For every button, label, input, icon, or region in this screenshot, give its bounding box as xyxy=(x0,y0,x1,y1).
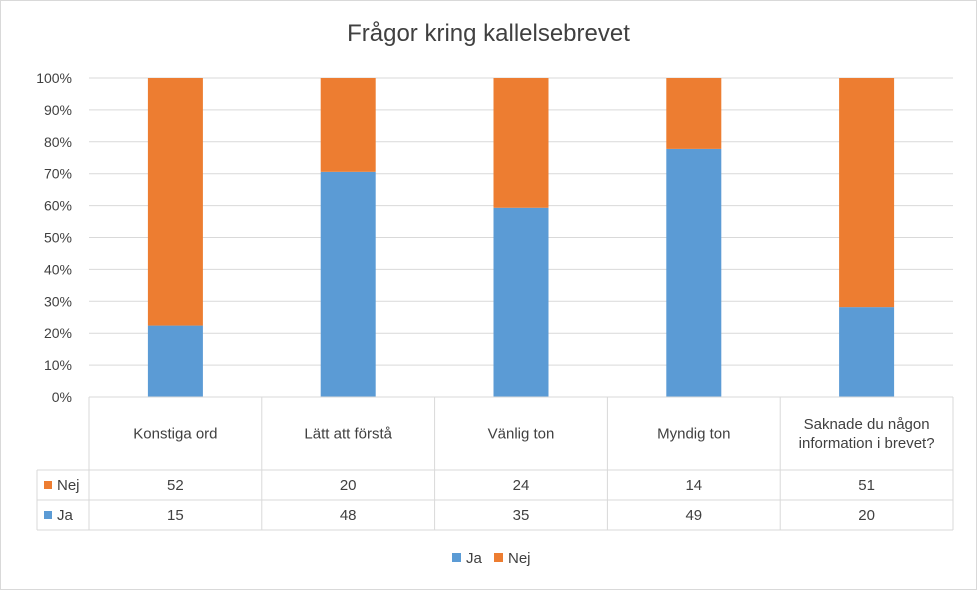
y-tick-label: 10% xyxy=(44,357,72,373)
table-value: 51 xyxy=(858,477,875,494)
table-value: 48 xyxy=(340,507,357,524)
bar-ja xyxy=(320,171,376,397)
bar-ja xyxy=(839,307,895,397)
bar-nej xyxy=(320,78,376,172)
bar-nej xyxy=(493,78,549,208)
table-value: 24 xyxy=(513,477,530,494)
table-legend-key xyxy=(44,481,52,489)
y-tick-label: 100% xyxy=(36,70,72,86)
table-value: 20 xyxy=(340,477,357,494)
category-label: Vänlig ton xyxy=(488,426,555,443)
y-tick-label: 70% xyxy=(44,166,72,182)
legend-key-ja xyxy=(452,553,461,562)
y-tick-label: 50% xyxy=(44,230,72,246)
y-tick-label: 20% xyxy=(44,325,72,341)
bar-ja xyxy=(666,148,722,397)
bar-ja xyxy=(493,207,549,397)
y-tick-label: 0% xyxy=(52,389,72,405)
y-tick-label: 40% xyxy=(44,261,72,277)
legend-label: Nej xyxy=(508,550,531,567)
table-row-label: Ja xyxy=(57,507,74,524)
y-tick-label: 80% xyxy=(44,134,72,150)
table-value: 35 xyxy=(513,507,530,524)
y-tick-label: 60% xyxy=(44,198,72,214)
bar-nej xyxy=(666,78,722,149)
category-label: Lätt att förstå xyxy=(304,426,392,443)
category-label: Myndig ton xyxy=(657,426,730,443)
bar-ja xyxy=(147,325,203,397)
y-tick-label: 90% xyxy=(44,102,72,118)
table-value: 20 xyxy=(858,507,875,524)
table-value: 52 xyxy=(167,477,184,494)
category-label: Saknade du någon information i brevet? xyxy=(799,416,935,452)
chart-title: Frågor kring kallelsebrevet xyxy=(347,20,630,47)
category-label: Konstiga ord xyxy=(133,426,217,443)
legend-label: Ja xyxy=(466,550,483,567)
table-legend-key xyxy=(44,511,52,519)
bar-nej xyxy=(147,78,203,326)
table-row-label: Nej xyxy=(57,477,80,494)
table-value: 14 xyxy=(685,477,702,494)
y-tick-label: 30% xyxy=(44,293,72,309)
legend-key-nej xyxy=(494,553,503,562)
bar-nej xyxy=(839,78,895,308)
table-value: 49 xyxy=(685,507,702,524)
table-value: 15 xyxy=(167,507,184,524)
